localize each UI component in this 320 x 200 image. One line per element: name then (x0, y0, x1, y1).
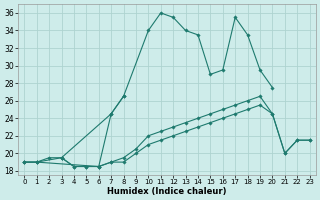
X-axis label: Humidex (Indice chaleur): Humidex (Indice chaleur) (107, 187, 227, 196)
